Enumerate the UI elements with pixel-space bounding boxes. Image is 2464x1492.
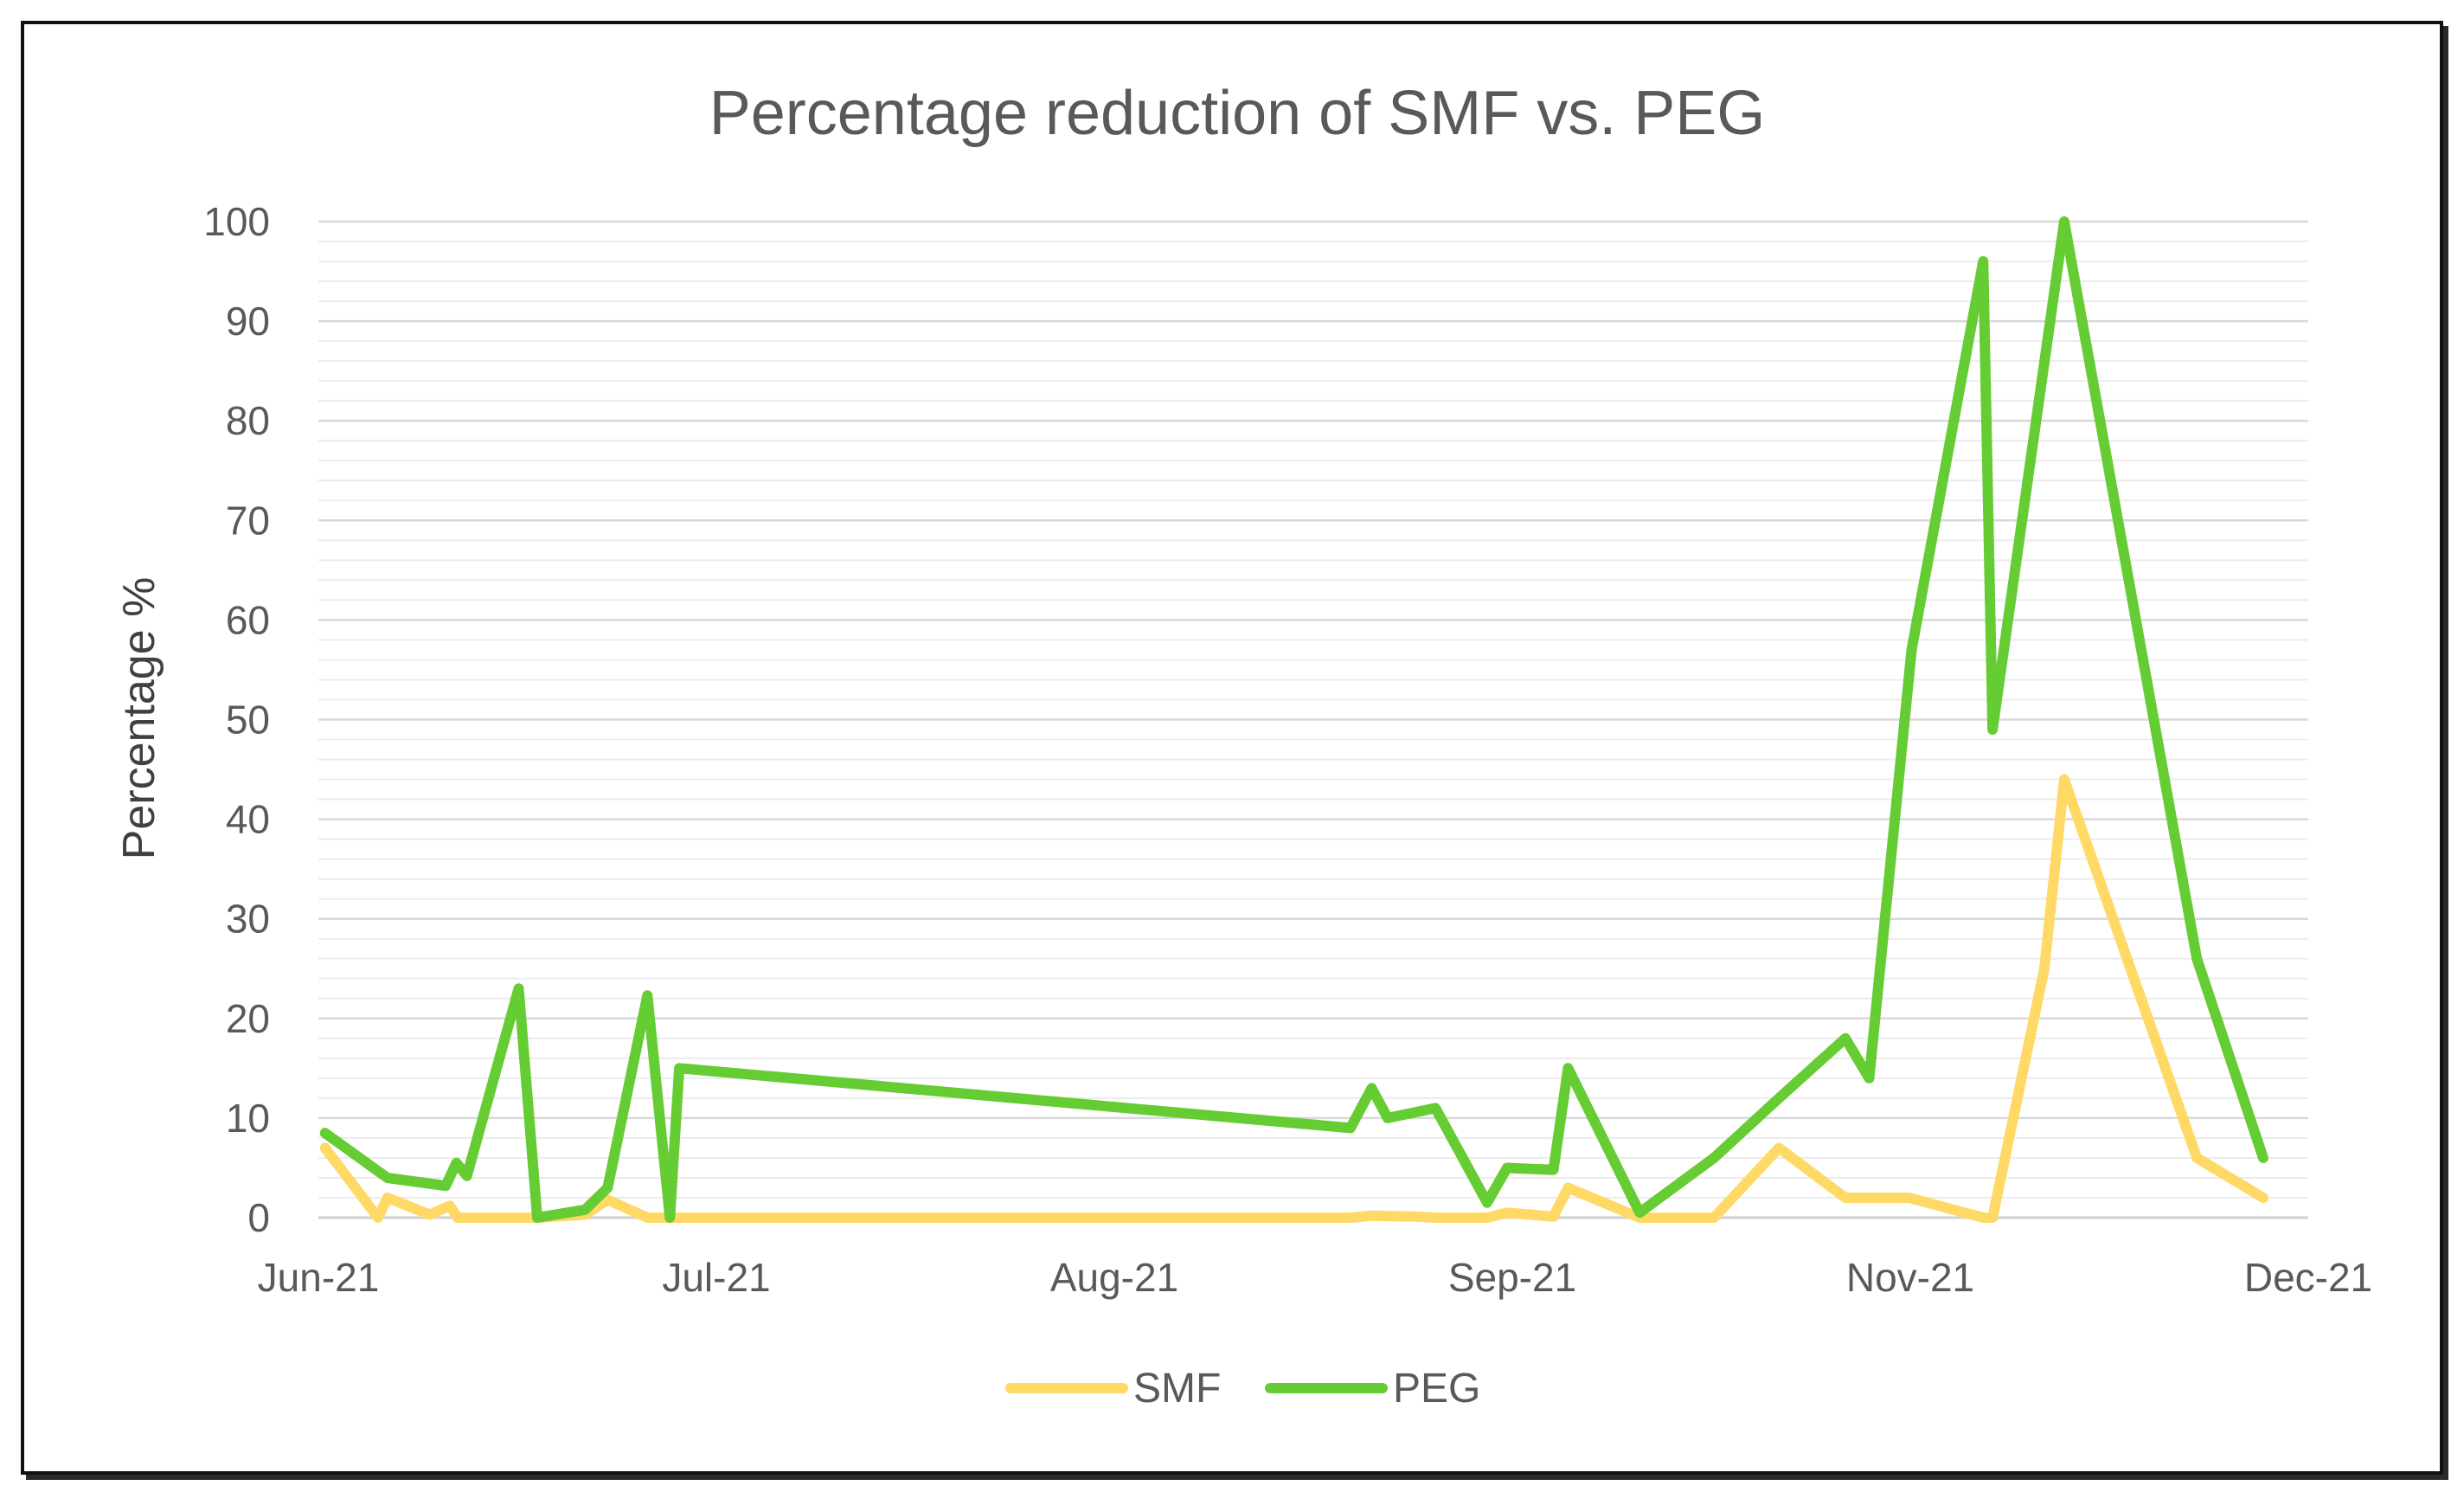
- x-tick-label: Dec-21: [2244, 1255, 2372, 1300]
- x-tick-label: Aug-21: [1050, 1255, 1178, 1300]
- chart-frame: [21, 21, 2443, 1475]
- y-tick-label: 20: [226, 996, 270, 1041]
- y-tick-label: 90: [226, 299, 270, 344]
- y-tick-label: 70: [226, 498, 270, 543]
- y-axis-ticks: 0 10 20 30 40 50 60 70 80 90 100: [203, 199, 270, 1240]
- legend: SMF PEG: [1005, 1366, 1480, 1412]
- y-tick-label: 40: [226, 797, 270, 842]
- series-lines: [319, 216, 2268, 1223]
- y-tick-label: 30: [226, 897, 270, 942]
- series-line-peg: [319, 216, 2268, 1223]
- legend-label-smf: SMF: [1133, 1366, 1221, 1412]
- legend-label-peg: PEG: [1393, 1366, 1480, 1412]
- y-tick-label: 80: [226, 398, 270, 443]
- chart-title: Percentage reduction of SMF vs. PEG: [709, 79, 1766, 148]
- gridlines: [318, 220, 2308, 1199]
- y-tick-label: 100: [203, 199, 270, 244]
- x-tick-label: Jun-21: [258, 1255, 380, 1300]
- y-tick-label: 50: [226, 698, 270, 743]
- y-axis-title: Percentage %: [114, 577, 164, 860]
- y-tick-label: 60: [226, 597, 270, 642]
- y-tick-label: 0: [247, 1195, 270, 1240]
- series-line-smf: [319, 774, 2268, 1223]
- y-tick-label: 10: [226, 1096, 270, 1141]
- x-axis-ticks: Jun-21 Jul-21 Aug-21 Sep-21 Nov-21 Dec-21: [258, 1255, 2372, 1300]
- x-tick-label: Nov-21: [1846, 1255, 1974, 1300]
- x-tick-label: Jul-21: [662, 1255, 770, 1300]
- x-tick-label: Sep-21: [1448, 1255, 1576, 1300]
